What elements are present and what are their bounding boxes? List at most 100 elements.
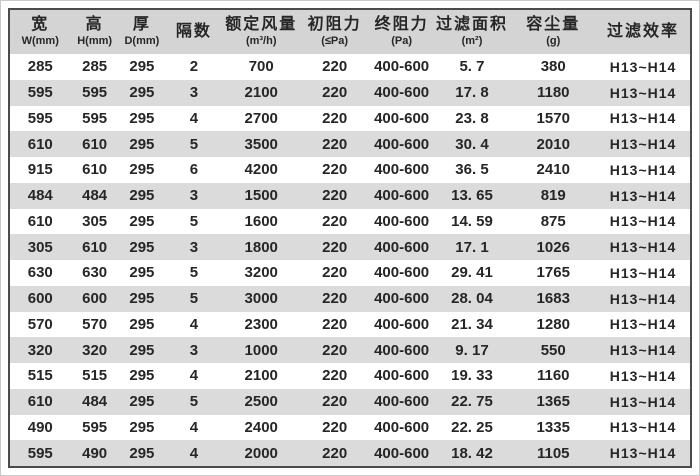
cell-width: 484 (27, 187, 53, 205)
cell-depth: 295 (129, 393, 155, 411)
cell-final-resistance: 400-600 (374, 135, 430, 153)
cell-dust-capacity: 2010 (536, 135, 570, 153)
cell-final-resistance: 400-600 (374, 238, 430, 256)
col-unit-final-resistance: (Pa) (391, 34, 413, 47)
cell-initial-resistance: 220 (322, 367, 348, 385)
cell-efficiency: H13~H14 (609, 84, 677, 101)
filter-spec-table: 宽 W(mm) 高 H(mm) 厚 D(mm) 隔数 额定风量 (m³/h) 初阻力 (≤… (10, 10, 690, 466)
cell-height: 515 (82, 367, 108, 385)
table-row: 600 600 295 5 3000 220 400-600 28. 04 16… (10, 285, 690, 312)
cell-depth: 295 (129, 418, 155, 436)
cell-efficiency: H13~H14 (609, 161, 677, 178)
col-title-efficiency: 过滤效率 (607, 22, 680, 40)
cell-separators: 4 (189, 315, 199, 333)
cell-rated-airflow: 2100 (244, 84, 278, 102)
cell-width: 610 (27, 393, 53, 411)
cell-initial-resistance: 220 (322, 135, 348, 153)
cell-height: 595 (82, 84, 108, 102)
cell-rated-airflow: 1000 (244, 341, 278, 359)
cell-dust-capacity: 1105 (536, 444, 570, 462)
cell-rated-airflow: 2000 (244, 444, 278, 462)
cell-rated-airflow: 2100 (244, 367, 278, 385)
cell-depth: 295 (129, 212, 155, 230)
cell-height: 595 (82, 109, 108, 127)
cell-separators: 2 (189, 58, 199, 76)
cell-separators: 5 (189, 212, 199, 230)
cell-rated-airflow: 2300 (244, 315, 278, 333)
cell-initial-resistance: 220 (322, 187, 348, 205)
cell-separators: 5 (189, 264, 199, 282)
cell-initial-resistance: 220 (322, 109, 348, 127)
cell-dust-capacity: 1365 (536, 393, 570, 411)
cell-width: 610 (27, 212, 53, 230)
cell-width: 595 (27, 109, 53, 127)
cell-separators: 5 (189, 135, 199, 153)
cell-depth: 295 (129, 264, 155, 282)
cell-separators: 3 (189, 238, 199, 256)
cell-efficiency: H13~H14 (609, 264, 677, 281)
col-title-dust-capacity: 容尘量 (526, 16, 581, 34)
cell-height: 595 (82, 418, 108, 436)
cell-height: 610 (82, 238, 108, 256)
cell-initial-resistance: 220 (322, 264, 348, 282)
cell-height: 285 (82, 58, 108, 76)
cell-rated-airflow: 700 (248, 58, 274, 76)
col-header-efficiency: 过滤效率 (596, 10, 690, 54)
cell-dust-capacity: 550 (540, 341, 566, 359)
spec-table-body: 285 285 295 2 700 220 400-600 5. 7 380 H… (10, 54, 690, 466)
cell-width: 305 (27, 238, 53, 256)
col-header-separators: 隔数 (165, 10, 223, 54)
col-unit-dust-capacity: (g) (546, 34, 561, 47)
cell-efficiency: H13~H14 (609, 290, 677, 307)
cell-height: 490 (82, 444, 108, 462)
cell-initial-resistance: 220 (322, 444, 348, 462)
cell-filter-area: 14. 59 (451, 212, 493, 230)
cell-final-resistance: 400-600 (374, 161, 430, 179)
cell-filter-area: 28. 04 (451, 290, 493, 308)
cell-efficiency: H13~H14 (609, 393, 677, 410)
cell-final-resistance: 400-600 (374, 367, 430, 385)
cell-dust-capacity: 1683 (536, 290, 570, 308)
cell-separators: 5 (189, 290, 199, 308)
cell-initial-resistance: 220 (322, 341, 348, 359)
cell-separators: 4 (189, 444, 199, 462)
col-unit-height: H(mm) (77, 34, 113, 47)
col-unit-width: W(mm) (21, 34, 59, 47)
cell-rated-airflow: 2700 (244, 109, 278, 127)
col-title-height: 高 (85, 16, 104, 34)
cell-dust-capacity: 380 (540, 58, 566, 76)
cell-separators: 3 (189, 84, 199, 102)
cell-efficiency: H13~H14 (609, 342, 677, 359)
cell-filter-area: 5. 7 (459, 58, 485, 76)
header-row: 宽 W(mm) 高 H(mm) 厚 D(mm) 隔数 额定风量 (m³/h) 初阻力 (≤… (10, 10, 690, 54)
cell-rated-airflow: 1800 (244, 238, 278, 256)
cell-efficiency: H13~H14 (609, 316, 677, 333)
cell-rated-airflow: 3200 (244, 264, 278, 282)
cell-efficiency: H13~H14 (609, 419, 677, 436)
cell-separators: 3 (189, 187, 199, 205)
cell-depth: 295 (129, 58, 155, 76)
cell-filter-area: 18. 42 (451, 444, 493, 462)
col-title-initial-resistance: 初阻力 (307, 16, 362, 34)
cell-final-resistance: 400-600 (374, 315, 430, 333)
cell-rated-airflow: 2400 (244, 418, 278, 436)
table-row: 595 595 295 3 2100 220 400-600 17. 8 118… (10, 79, 690, 106)
table-row: 490 595 295 4 2400 220 400-600 22. 25 13… (10, 414, 690, 441)
cell-final-resistance: 400-600 (374, 290, 430, 308)
table-row: 515 515 295 4 2100 220 400-600 19. 33 11… (10, 363, 690, 389)
cell-depth: 295 (129, 444, 155, 462)
col-header-width: 宽 W(mm) (10, 10, 71, 54)
cell-efficiency: H13~H14 (609, 367, 677, 384)
table-row: 595 595 295 4 2700 220 400-600 23. 8 157… (10, 105, 690, 132)
cell-separators: 6 (189, 161, 199, 179)
cell-depth: 295 (129, 315, 155, 333)
cell-rated-airflow: 3000 (244, 290, 278, 308)
table-row: 630 630 295 5 3200 220 400-600 29. 41 17… (10, 260, 690, 286)
cell-final-resistance: 400-600 (374, 212, 430, 230)
col-header-rated-airflow: 额定风量 (m³/h) (222, 10, 300, 54)
col-header-height: 高 H(mm) (70, 10, 119, 54)
cell-final-resistance: 400-600 (374, 393, 430, 411)
cell-width: 570 (27, 315, 53, 333)
table-row: 595 490 295 4 2000 220 400-600 18. 42 11… (10, 440, 690, 466)
col-header-final-resistance: 终阻力 (Pa) (369, 10, 434, 54)
